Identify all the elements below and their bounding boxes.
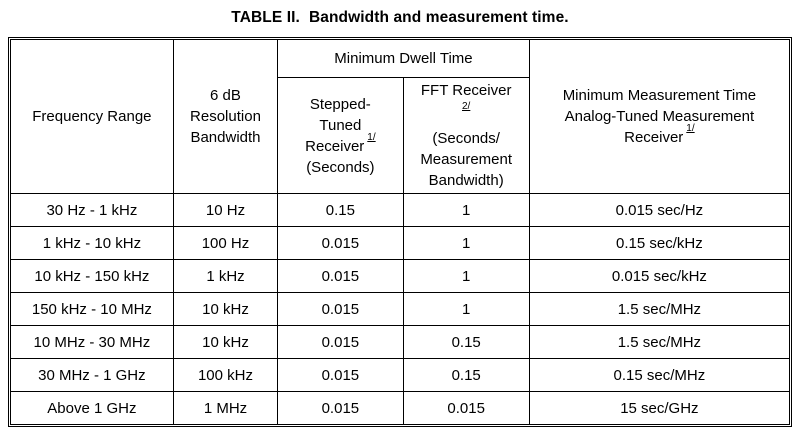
table-cell: 0.015 (277, 325, 404, 359)
table-cell: 100 kHz (172, 358, 279, 392)
table-cell: 1 kHz (172, 259, 279, 293)
table-cell: Above 1 GHz (10, 391, 174, 425)
col-header-frequency-range: Frequency Range (10, 39, 174, 194)
table-cell: 1 (402, 193, 530, 227)
table-cell: 1.5 sec/MHz (528, 292, 791, 326)
table-cell: 0.015 (277, 358, 404, 392)
table-row: 1 kHz - 10 kHz 100 Hz 0.015 1 0.15 sec/k… (10, 226, 791, 260)
table-row: Above 1 GHz 1 MHz 0.015 0.015 15 sec/GHz (10, 391, 791, 425)
table-cell: 1 (402, 259, 530, 293)
table-cell: 150 kHz - 10 MHz (10, 292, 174, 326)
table-cell: 100 Hz (172, 226, 279, 260)
table-cell: 10 kHz - 150 kHz (10, 259, 174, 293)
table-cell: 30 MHz - 1 GHz (10, 358, 174, 392)
table-number: TABLE II. (231, 9, 300, 26)
table-title: TABLE II. Bandwidth and measurement time. (8, 8, 792, 28)
table-cell: 10 kHz (172, 292, 279, 326)
table-cell: 0.015 (402, 391, 530, 425)
table-cell: 10 Hz (172, 193, 279, 227)
table-row: 30 Hz - 1 kHz 10 Hz 0.15 1 0.015 sec/Hz (10, 193, 791, 227)
table-cell: 0.15 (402, 358, 530, 392)
table-cell: 15 sec/GHz (528, 391, 791, 425)
col-header-resolution-bandwidth: 6 dB Resolution Bandwidth (172, 39, 279, 194)
table-cell: 1 (402, 226, 530, 260)
table-frame: Frequency Range 6 dB Resolution Bandwidt… (8, 37, 792, 427)
col-group-header-dwell-time: Minimum Dwell Time (277, 39, 530, 78)
footnote-ref: 2/ (462, 101, 471, 112)
table-cell: 10 MHz - 30 MHz (10, 325, 174, 359)
table-row: 10 kHz - 150 kHz 1 kHz 0.015 1 0.015 sec… (10, 259, 791, 293)
col-header-analog-measurement-time: Minimum Measurement Time Analog-Tuned Me… (528, 39, 791, 194)
header-row-sub: Stepped- Tuned Receiver1/ (Seconds) FFT … (11, 77, 790, 194)
table-cell: 1 kHz - 10 kHz (10, 226, 174, 260)
table-cell: 30 Hz - 1 kHz (10, 193, 174, 227)
table-cell: 0.15 (277, 193, 404, 227)
table-cell: 1 (402, 292, 530, 326)
table-row: 150 kHz - 10 MHz 10 kHz 0.015 1 1.5 sec/… (10, 292, 791, 326)
col-header-stepped-tuned: Stepped- Tuned Receiver1/ (Seconds) (277, 77, 404, 194)
table-cell: 1 MHz (172, 391, 279, 425)
table-cell: 0.015 (277, 292, 404, 326)
table-row: 30 MHz - 1 GHz 100 kHz 0.015 0.15 0.15 s… (10, 358, 791, 392)
col-header-fft-receiver: FFT Receiver 2/ (Seconds/ Measurement Ba… (402, 77, 530, 194)
table-cell: 0.15 (402, 325, 530, 359)
table-header: Frequency Range 6 dB Resolution Bandwidt… (10, 39, 791, 194)
table-cell: 10 kHz (172, 325, 279, 359)
bandwidth-measurement-table: Frequency Range 6 dB Resolution Bandwidt… (10, 39, 791, 425)
table-cell: 0.15 sec/kHz (528, 226, 791, 260)
table-caption: Bandwidth and measurement time. (308, 9, 569, 26)
table-cell: 0.015 sec/kHz (528, 259, 791, 293)
table-cell: 1.5 sec/MHz (528, 325, 791, 359)
footnote-ref: 1/ (686, 123, 695, 134)
table-cell: 0.015 (277, 259, 404, 293)
table-cell: 0.015 (277, 391, 404, 425)
footnote-ref: 1/ (367, 131, 376, 143)
table-cell: 0.015 (277, 226, 404, 260)
table-body: 30 Hz - 1 kHz 10 Hz 0.15 1 0.015 sec/Hz … (10, 193, 791, 425)
header-row-top: Frequency Range 6 dB Resolution Bandwidt… (10, 39, 791, 194)
table-cell: 0.015 sec/Hz (528, 193, 791, 227)
table-cell: 0.15 sec/MHz (528, 358, 791, 392)
table-row: 10 MHz - 30 MHz 10 kHz 0.015 0.15 1.5 se… (10, 325, 791, 359)
